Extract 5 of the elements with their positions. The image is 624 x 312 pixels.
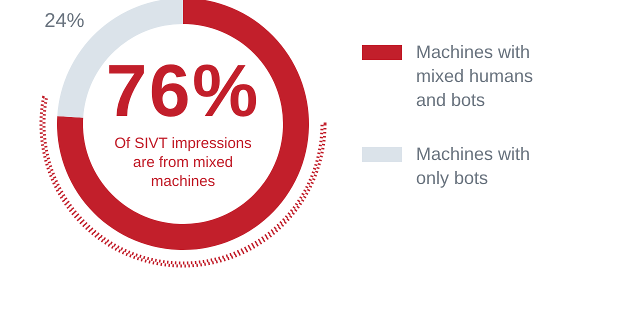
- data-label: 24%: [44, 10, 85, 32]
- data-label: 76%: [106, 49, 260, 132]
- legend-label: Machines with mixed humans and bots: [416, 42, 534, 110]
- text: Of SIVT impressions are from mixed machines: [114, 135, 252, 190]
- legend-label: Machines with only bots: [416, 144, 530, 188]
